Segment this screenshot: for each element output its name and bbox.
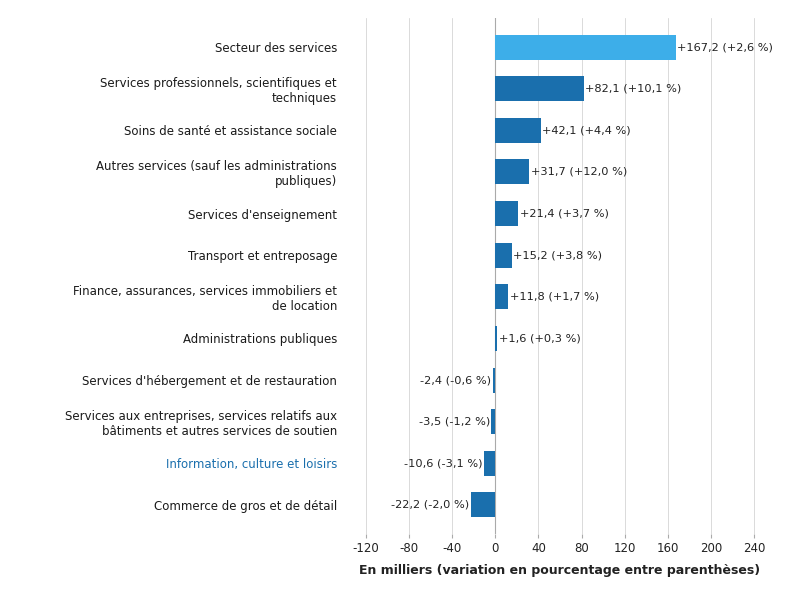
Text: +167,2 (+2,6 %): +167,2 (+2,6 %): [678, 42, 774, 52]
Text: +15,2 (+3,8 %): +15,2 (+3,8 %): [514, 250, 602, 260]
Bar: [471, 493, 495, 517]
Bar: [493, 368, 495, 392]
Text: +82,1 (+10,1 %): +82,1 (+10,1 %): [586, 84, 682, 94]
Text: -3,5 (-1,2 %): -3,5 (-1,2 %): [418, 416, 490, 427]
Bar: [484, 451, 495, 476]
X-axis label: En milliers (variation en pourcentage entre parenthèses): En milliers (variation en pourcentage en…: [359, 563, 761, 577]
Bar: [495, 243, 512, 268]
Bar: [491, 409, 495, 434]
Bar: [495, 160, 530, 184]
Text: +31,7 (+12,0 %): +31,7 (+12,0 %): [531, 167, 627, 177]
Text: -2,4 (-0,6 %): -2,4 (-0,6 %): [420, 375, 491, 385]
Text: +42,1 (+4,4 %): +42,1 (+4,4 %): [542, 125, 631, 136]
Bar: [495, 284, 508, 309]
Text: +1,6 (+0,3 %): +1,6 (+0,3 %): [498, 334, 580, 343]
Bar: [495, 118, 541, 143]
Text: -22,2 (-2,0 %): -22,2 (-2,0 %): [391, 500, 470, 510]
Bar: [495, 35, 676, 59]
Bar: [495, 76, 584, 101]
Bar: [495, 201, 518, 226]
Text: +21,4 (+3,7 %): +21,4 (+3,7 %): [520, 209, 609, 218]
Text: -10,6 (-3,1 %): -10,6 (-3,1 %): [404, 458, 482, 468]
Text: +11,8 (+1,7 %): +11,8 (+1,7 %): [510, 292, 598, 302]
Bar: [495, 326, 497, 351]
